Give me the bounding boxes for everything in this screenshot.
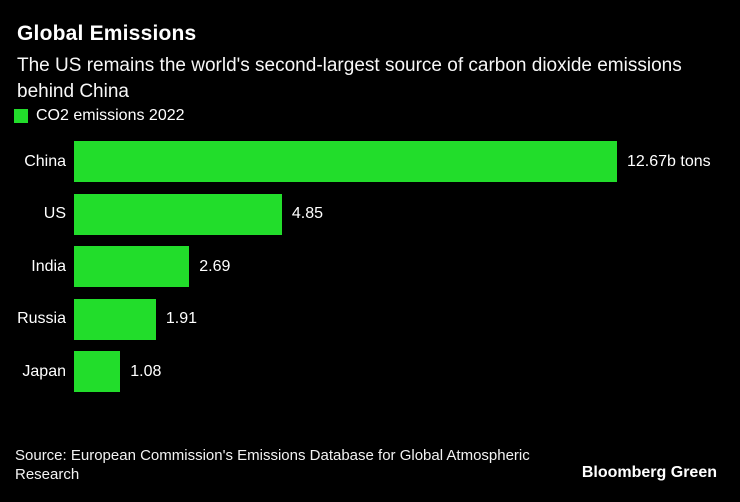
value-label: 1.91 xyxy=(165,310,197,327)
chart-subtitle: The US remains the world's second-larges… xyxy=(17,55,682,102)
legend: CO2 emissions 2022 xyxy=(14,107,185,125)
category-label: Russia xyxy=(17,310,66,327)
legend-label: CO2 emissions 2022 xyxy=(36,107,185,124)
bar xyxy=(74,246,190,287)
category-label: US xyxy=(43,205,66,222)
bar-row: Japan 1.08 xyxy=(0,351,740,392)
value-label: 2.69 xyxy=(199,257,231,275)
value-label: 1.08 xyxy=(130,362,162,380)
bar xyxy=(74,193,282,235)
bar-row: India 2.69 xyxy=(0,246,740,287)
category-label: Japan xyxy=(22,362,66,380)
bar xyxy=(74,351,121,392)
bar-row: China 12.67b tons xyxy=(0,141,740,182)
bar xyxy=(74,298,156,340)
category-label: India xyxy=(31,257,66,275)
legend-swatch-icon xyxy=(14,109,28,123)
chart-title: Global Emissions xyxy=(17,22,197,45)
source-note: Source: European Commission's Emissions … xyxy=(15,447,530,483)
value-label: 12.67b tons xyxy=(627,152,711,170)
bar xyxy=(74,141,617,182)
bar-chart: China 12.67b tons US 4.85 India 2.69 Russia 1.9… xyxy=(0,141,740,404)
category-label: China xyxy=(24,152,66,170)
bar-row: Russia 1.91 xyxy=(0,298,740,340)
value-label: 4.85 xyxy=(291,205,323,222)
bar-row: US 4.85 xyxy=(0,193,740,235)
brand-logo: Bloomberg Green xyxy=(581,464,717,481)
